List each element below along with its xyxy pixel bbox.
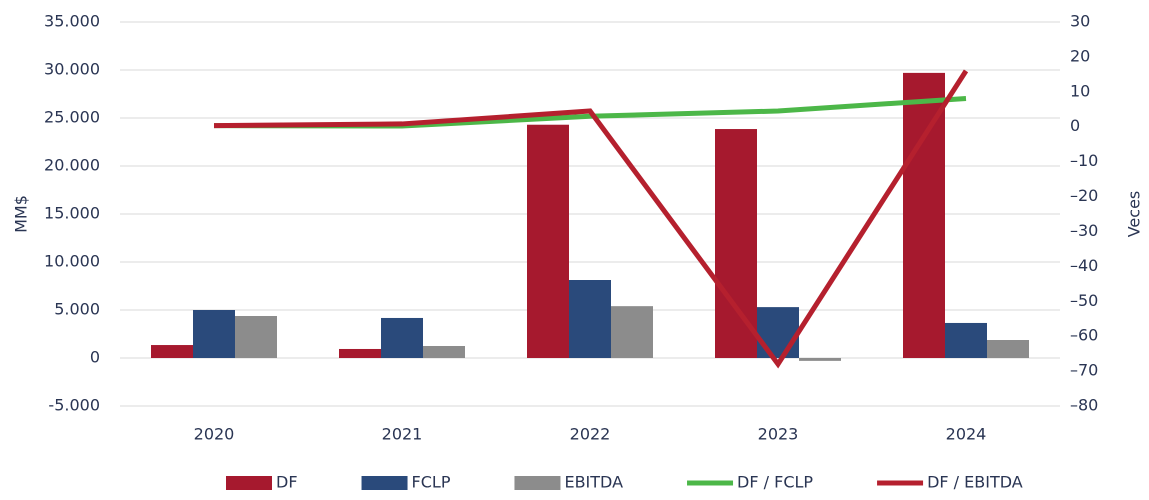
- legend-swatch: [361, 476, 408, 490]
- y2-tick-label: 10: [1070, 81, 1090, 100]
- bar: [987, 340, 1029, 358]
- y2-tick-label: –50: [1070, 291, 1098, 310]
- y2-tick-label: 30: [1070, 12, 1090, 31]
- bar: [799, 358, 841, 361]
- bar: [235, 316, 277, 358]
- bar: [569, 280, 611, 358]
- bar: [339, 348, 381, 358]
- y2-tick-label: –40: [1070, 256, 1098, 275]
- y2-tick-label: –30: [1070, 221, 1098, 240]
- legend-swatch: [514, 476, 561, 490]
- y2-tick-label: –70: [1070, 361, 1098, 380]
- legend-label: EBITDA: [564, 473, 623, 492]
- y-tick-label: 25.000: [44, 108, 100, 127]
- y-tick-label: 5.000: [54, 300, 100, 319]
- bar: [151, 345, 193, 358]
- y2-tick-label: 20: [1070, 46, 1090, 65]
- legend-label: DF / EBITDA: [927, 473, 1023, 492]
- y-tick-label: 10.000: [44, 252, 100, 271]
- y-tick-label: -5.000: [48, 396, 100, 415]
- y-tick-label: 35.000: [44, 12, 100, 31]
- y2-tick-label: –60: [1070, 326, 1098, 345]
- legend-label: FCLP: [412, 473, 451, 492]
- bar: [757, 307, 799, 358]
- bar: [903, 72, 945, 358]
- bar: [611, 306, 653, 358]
- bar: [423, 346, 465, 358]
- x-tick-label: 2024: [946, 425, 987, 444]
- y2-tick-label: 0: [1070, 116, 1080, 135]
- bar: [527, 124, 569, 358]
- bar: [381, 317, 423, 358]
- line-series: [213, 69, 969, 369]
- y-tick-label: 15.000: [44, 204, 100, 223]
- legend-swatch: [226, 476, 272, 490]
- x-tick-label: 2023: [758, 425, 799, 444]
- x-tick-label: 2021: [382, 425, 423, 444]
- y2-tick-label: –80: [1070, 396, 1098, 415]
- y2-tick-label: –20: [1070, 186, 1098, 205]
- y-tick-label: 0: [90, 348, 100, 367]
- bar: [945, 322, 987, 358]
- y-axis-title: MM$: [12, 195, 31, 233]
- legend-label: DF: [276, 473, 298, 492]
- bar: [715, 129, 757, 358]
- x-tick-label: 2022: [570, 425, 611, 444]
- y2-tick-label: –10: [1070, 151, 1098, 170]
- x-tick-label: 2020: [194, 425, 235, 444]
- y-tick-label: 20.000: [44, 156, 100, 175]
- y-tick-label: 30.000: [44, 60, 100, 79]
- y2-axis-title: Veces: [1125, 191, 1144, 238]
- legend-label: DF / FCLP: [737, 473, 813, 492]
- bar: [193, 310, 235, 358]
